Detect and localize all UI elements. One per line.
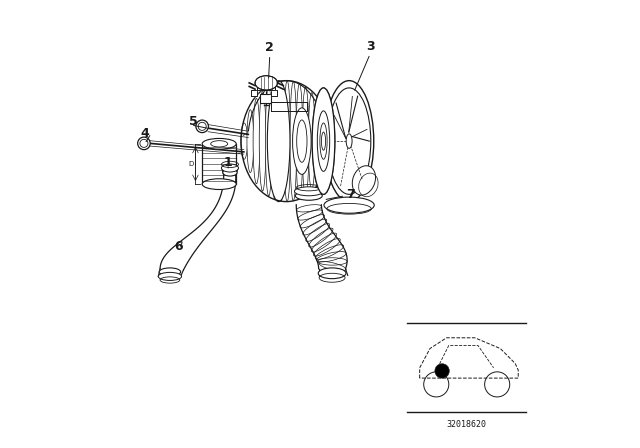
- Ellipse shape: [196, 120, 209, 133]
- Ellipse shape: [314, 101, 321, 181]
- Ellipse shape: [317, 111, 330, 172]
- Ellipse shape: [296, 191, 323, 200]
- Ellipse shape: [321, 132, 326, 150]
- Ellipse shape: [296, 84, 303, 198]
- Polygon shape: [271, 90, 276, 96]
- Ellipse shape: [271, 83, 278, 199]
- Text: 4: 4: [140, 126, 148, 140]
- Ellipse shape: [290, 82, 297, 201]
- Ellipse shape: [324, 197, 374, 213]
- Text: D: D: [188, 161, 193, 167]
- Ellipse shape: [318, 268, 346, 279]
- Ellipse shape: [352, 166, 376, 195]
- Ellipse shape: [259, 91, 266, 191]
- Text: 32018620: 32018620: [447, 420, 486, 429]
- Ellipse shape: [211, 141, 228, 147]
- Text: 5: 5: [189, 115, 198, 129]
- Ellipse shape: [294, 187, 323, 196]
- Ellipse shape: [320, 123, 327, 159]
- Ellipse shape: [312, 88, 335, 194]
- Text: 3: 3: [366, 39, 374, 53]
- Ellipse shape: [266, 86, 272, 196]
- Ellipse shape: [159, 268, 180, 276]
- Ellipse shape: [312, 88, 335, 194]
- Ellipse shape: [223, 169, 237, 176]
- Polygon shape: [257, 81, 275, 90]
- Ellipse shape: [321, 114, 327, 168]
- Text: 1: 1: [224, 155, 232, 169]
- Ellipse shape: [268, 81, 290, 202]
- Ellipse shape: [158, 272, 182, 280]
- Ellipse shape: [247, 110, 253, 172]
- Ellipse shape: [138, 137, 150, 150]
- Ellipse shape: [278, 81, 284, 201]
- Ellipse shape: [241, 123, 248, 159]
- Ellipse shape: [284, 81, 291, 202]
- Circle shape: [435, 364, 449, 378]
- Text: 6: 6: [175, 240, 183, 253]
- Ellipse shape: [221, 164, 239, 172]
- Ellipse shape: [297, 120, 307, 162]
- Ellipse shape: [202, 179, 236, 190]
- Ellipse shape: [346, 134, 352, 148]
- Text: 2: 2: [266, 40, 274, 54]
- Ellipse shape: [302, 87, 309, 195]
- FancyBboxPatch shape: [260, 94, 271, 103]
- Ellipse shape: [255, 76, 278, 90]
- Ellipse shape: [202, 138, 236, 149]
- Ellipse shape: [324, 81, 374, 202]
- Polygon shape: [252, 90, 257, 96]
- Ellipse shape: [253, 99, 260, 184]
- Ellipse shape: [308, 93, 315, 190]
- Ellipse shape: [292, 108, 311, 174]
- Text: 7: 7: [346, 188, 355, 202]
